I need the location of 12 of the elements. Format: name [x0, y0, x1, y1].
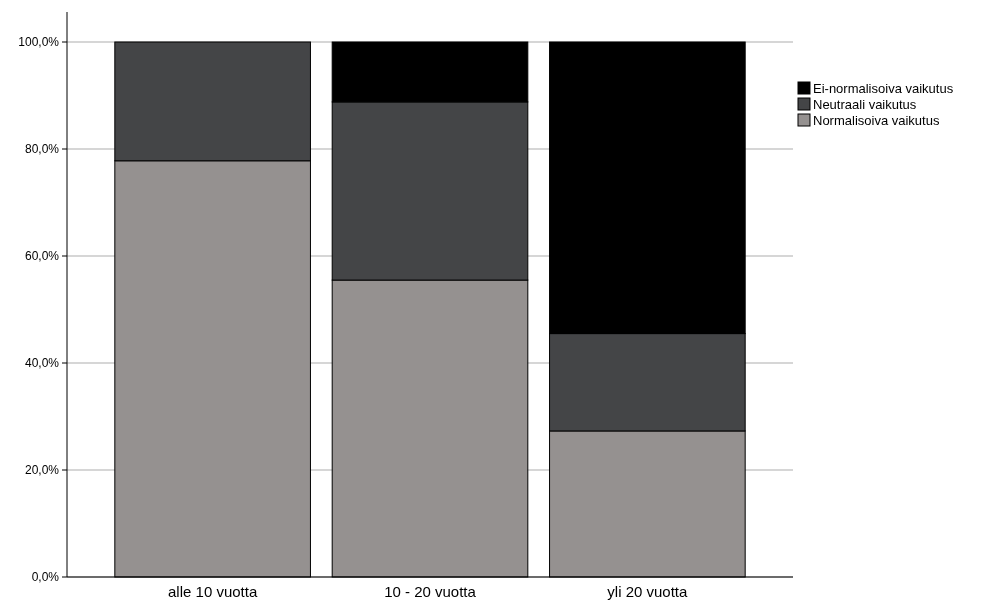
x-tick-label: alle 10 vuotta	[168, 583, 258, 600]
y-tick-label: 80,0%	[24, 142, 60, 157]
x-tick-label: yli 20 vuotta	[607, 583, 689, 600]
y-tick-label: 20,0%	[24, 463, 60, 478]
y-tick-label: 40,0%	[24, 356, 60, 371]
y-tick-label: 100,0%	[18, 35, 60, 50]
x-tick-label: 10 - 20 vuotta	[384, 583, 477, 600]
y-tick-label: 0,0%	[31, 570, 60, 585]
y-tick-label: 60,0%	[24, 249, 60, 264]
legend-label: Ei-normalisoiva vaikutus	[813, 80, 954, 96]
legend-label: Normalisoiva vaikutus	[813, 112, 940, 128]
legend-label: Neutraali vaikutus	[813, 96, 917, 112]
